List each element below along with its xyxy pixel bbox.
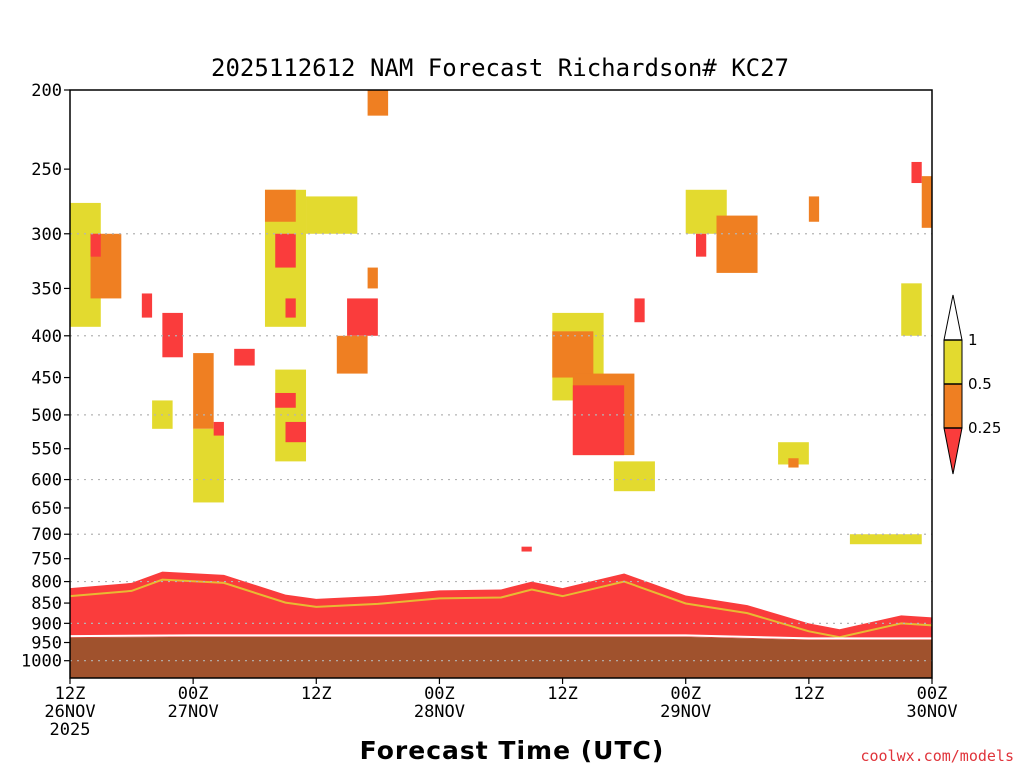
x-tick-label: 30NOV (906, 702, 957, 722)
x-tick-label: 12Z (55, 684, 86, 704)
below-ground-region (70, 634, 932, 678)
heatmap-cell (213, 421, 224, 436)
y-tick-label: 350 (31, 279, 62, 299)
legend-label: 0.5 (968, 375, 992, 393)
heatmap-cell (90, 233, 101, 257)
heatmap-cell (849, 534, 922, 545)
x-tick-label: 00Z (178, 684, 209, 704)
y-tick-label: 450 (31, 369, 62, 389)
heatmap-cell (716, 215, 758, 273)
surface-line (70, 634, 932, 640)
y-tick-label: 400 (31, 327, 62, 347)
heatmap-cell (285, 421, 307, 443)
x-tick-label: 00Z (424, 684, 455, 704)
legend-swatch-0-5-to-1 (943, 339, 963, 385)
heatmap-cell (552, 331, 594, 378)
x-tick-label: 29NOV (660, 702, 711, 722)
heatmap-cell (788, 458, 799, 468)
y-tick-label: 700 (31, 525, 62, 545)
legend-label: 0.25 (968, 419, 1001, 437)
x-tick-label: 27NOV (168, 702, 219, 722)
heatmap-cell (613, 461, 655, 492)
y-tick-label: 1000 (21, 652, 62, 672)
y-tick-label: 950 (31, 634, 62, 654)
x-tick-label: 12Z (793, 684, 824, 704)
y-tick-label: 300 (31, 225, 62, 245)
heatmap-cell (275, 392, 296, 408)
chart-title: 2025112612 NAM Forecast Richardson# KC27 (211, 54, 789, 82)
heatmap-cell (901, 283, 922, 336)
heatmap-cell (367, 267, 378, 289)
y-tick-label: 250 (31, 160, 62, 180)
credit-text[interactable]: coolwx.com/models (860, 747, 1014, 765)
y-tick-label: 900 (31, 614, 62, 634)
legend-label: 1 (968, 331, 978, 349)
heatmap-cell (275, 233, 296, 268)
x-tick-label: 00Z (917, 684, 948, 704)
plot-frame (69, 89, 933, 679)
boundary-layer-area (70, 571, 932, 640)
x-tick-label: 26NOV (44, 702, 95, 722)
heatmap-cell (193, 353, 214, 429)
ground-area (70, 636, 932, 678)
x-tick-label: 12Z (547, 684, 578, 704)
boundary-layer-streak (70, 578, 932, 639)
y-tick-label: 750 (31, 550, 62, 570)
heatmap-cell (521, 546, 532, 552)
heatmap-cell (347, 298, 378, 336)
y-tick-label: 600 (31, 471, 62, 491)
heatmap-cell (193, 428, 224, 503)
heatmap-cell (162, 312, 183, 358)
x-tick-label: 12Z (301, 684, 332, 704)
y-tick-label: 500 (31, 406, 62, 426)
x-tick-label: 00Z (670, 684, 701, 704)
x-axis-title: Forecast Time (UTC) (360, 736, 665, 765)
y-tick-label: 800 (31, 573, 62, 593)
heatmap-cells (70, 90, 932, 552)
legend: 1 0.5 0.25 (943, 294, 1001, 475)
y-axis: 200 250 300 350 400 450 500 550 600 650 700 750 8008… (21, 81, 70, 672)
heatmap-cell (234, 348, 255, 366)
heatmap-cell (306, 196, 358, 234)
heatmap-cell (572, 385, 625, 456)
heatmap-cell (778, 442, 809, 465)
y-tick-label: 850 (31, 594, 62, 614)
heatmap-cell (141, 293, 153, 318)
heatmap-cell (285, 298, 296, 318)
y-tick-label: 550 (31, 440, 62, 460)
heatmap-cell (634, 298, 645, 323)
heatmap-cell (695, 233, 707, 257)
heatmap-cell (911, 161, 922, 184)
x-tick-label: 28NOV (414, 702, 465, 722)
y-tick-label: 200 (31, 81, 62, 101)
heatmap-cell (808, 196, 820, 222)
boundary-layer-band (70, 571, 932, 640)
heatmap-cell (367, 90, 389, 116)
legend-swatch-0-25-to-0-5 (943, 383, 963, 429)
heatmap-cell (921, 176, 932, 228)
heatmap-cell (264, 189, 296, 222)
heatmap-cell (336, 335, 368, 374)
y-tick-label: 650 (31, 499, 62, 519)
x-tick-label: 2025 (50, 720, 91, 740)
